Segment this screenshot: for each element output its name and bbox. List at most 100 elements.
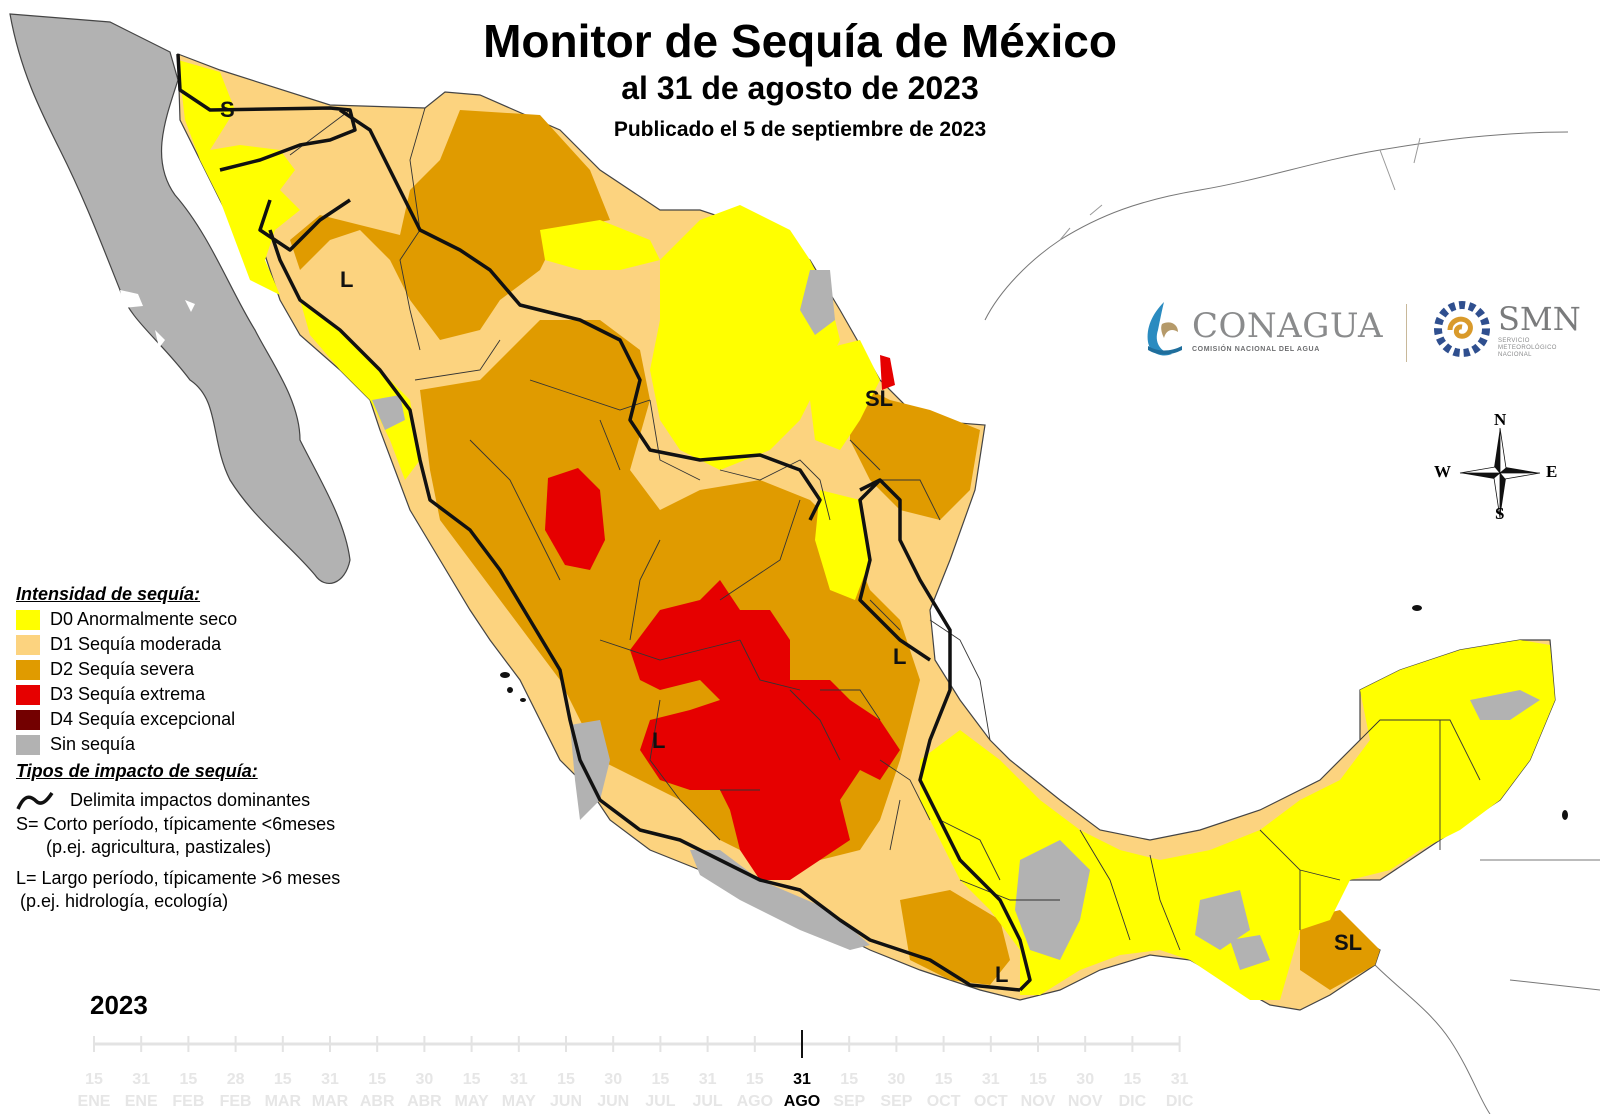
impact-line-label: Delimita impactos dominantes <box>70 790 311 810</box>
label-s-sonora: S <box>220 97 235 122</box>
smn-spiral-icon <box>1434 301 1490 357</box>
compass-s: S <box>1495 504 1505 523</box>
label-l-sonora: L <box>340 267 353 292</box>
timeline-day-label: 15 <box>274 1071 292 1088</box>
impact-line-legend: Delimita impactos dominantes <box>16 788 396 813</box>
timeline-month-label: ABR <box>360 1093 395 1110</box>
chiapas-d2 <box>1300 910 1380 990</box>
legend-item-d3: D3 Sequía extrema <box>16 682 396 707</box>
impact-line-icon <box>16 791 54 810</box>
label-sl-tamaulipas: SL <box>865 386 893 411</box>
timeline-month-label: DIC <box>1166 1093 1194 1110</box>
coahuila-d0 <box>650 205 840 470</box>
timeline-day-label: 15 <box>180 1071 198 1088</box>
map-date: al 31 de agosto de 2023 <box>621 70 979 106</box>
chihuahua-d0-strip <box>540 220 660 270</box>
timeline-month-label: AGO <box>737 1093 773 1110</box>
label-l-slp: L <box>893 644 906 669</box>
timeline-month-label: FEB <box>220 1093 252 1110</box>
timeline-month-label: NOV <box>1068 1093 1103 1110</box>
long-term-note: L= Largo período, típicamente >6 meses (… <box>16 867 396 913</box>
legend-item-d0: D0 Anormalmente seco <box>16 607 396 632</box>
timeline-month-label: ENE <box>78 1093 111 1110</box>
timeline-day-label: 30 <box>416 1071 434 1088</box>
timeline-day-label: 30 <box>604 1071 622 1088</box>
baja-california <box>9 13 351 584</box>
legend-item-none: Sin sequía <box>16 732 396 757</box>
yucatan-gray <box>1470 690 1540 720</box>
tamaulipas-d3 <box>880 355 895 390</box>
timeline-day-label: 15 <box>368 1071 386 1088</box>
timeline-month-label: MAY <box>455 1093 489 1110</box>
smn-name: SMN <box>1498 299 1581 338</box>
map-title: Monitor de Sequía de México <box>483 15 1117 67</box>
impact-labels: S L SL L L L SL <box>220 97 1362 987</box>
legend-label: D2 Sequía severa <box>50 659 195 679</box>
compass-w: W <box>1434 462 1451 481</box>
timeline-day-label: 15 <box>557 1071 575 1088</box>
timeline-year: 2023 <box>90 990 148 1020</box>
timeline-day-label: 15 <box>1029 1071 1047 1088</box>
timeline-month-label: AGO <box>784 1093 820 1110</box>
conagua-name: CONAGUA <box>1192 305 1384 346</box>
logos: CONAGUA COMISIÓN NACIONAL DEL AGUA SMN S… <box>1142 298 1582 370</box>
short-term-line2: (p.ej. agricultura, pastizales) <box>46 837 272 857</box>
timeline-day-label: 31 <box>510 1071 528 1088</box>
legend-label: Sin sequía <box>50 734 136 754</box>
short-term-line1: S= Corto período, típicamente <6meses <box>16 814 336 834</box>
timeline-day-label: 31 <box>982 1071 1000 1088</box>
timeline-day-label: 31 <box>132 1071 150 1088</box>
timeline-day-label: 15 <box>746 1071 764 1088</box>
legend-swatch <box>16 634 40 655</box>
islands <box>500 605 1568 820</box>
central-d3 <box>630 580 900 880</box>
nl-gray <box>800 270 835 335</box>
impact-lines <box>176 53 1032 992</box>
smn-logo: SMN SERVICIO METEOROLÓGICO NACIONAL <box>1432 298 1581 360</box>
timeline-month-label: OCT <box>974 1093 1008 1110</box>
conagua-subtitle: COMISIÓN NACIONAL DEL AGUA <box>1192 345 1320 353</box>
impacts-heading: Tipos de impacto de sequía: <box>16 761 258 781</box>
timeline-month-label: SEP <box>833 1093 865 1110</box>
timeline-month-label: ABR <box>407 1093 442 1110</box>
timeline-month-label: JUN <box>550 1093 582 1110</box>
baja-white-patches <box>120 290 195 348</box>
timeline-day-label: 15 <box>463 1071 481 1088</box>
legend-swatch <box>16 684 40 705</box>
smn-sub-2: METEOROLÓGICO <box>1498 344 1557 351</box>
north-arrow: N S E W <box>1434 410 1560 528</box>
north-d2 <box>290 110 610 340</box>
legend-label: D3 Sequía extrema <box>50 684 206 704</box>
legend-label: D4 Sequía excepcional <box>50 709 236 729</box>
timeline-month-label: MAR <box>265 1093 302 1110</box>
timeline-month-label: JUL <box>692 1093 722 1110</box>
guerrero-coast-gray <box>690 850 870 950</box>
legend-swatch <box>16 659 40 680</box>
state-borders <box>289 107 1481 951</box>
jalisco-coast-gray <box>570 720 610 820</box>
smn-sub-1: SERVICIO <box>1498 337 1530 344</box>
compass-rose-icon <box>1459 427 1541 519</box>
legend-swatch <box>16 609 40 630</box>
timeline: 15 ENE 31 ENE 15 FEB 28 FEB 15 MAR 31 MAR 15 ABR 30 ABR… <box>78 1030 1194 1110</box>
durango-d3 <box>545 468 605 570</box>
legend-item-d2: D2 Sequía severa <box>16 657 396 682</box>
compass-n: N <box>1494 410 1507 429</box>
timeline-day-label: 30 <box>888 1071 906 1088</box>
timeline-day-label: 15 <box>840 1071 858 1088</box>
logo-divider <box>1406 304 1407 362</box>
timeline-day-label: 28 <box>227 1071 245 1088</box>
publish-date: Publicado el 5 de septiembre de 2023 <box>613 118 987 141</box>
guatemala-border <box>1374 859 1600 1114</box>
timeline-day-label: 31 <box>699 1071 717 1088</box>
label-l-jalisco: L <box>652 728 665 753</box>
conagua-logo: CONAGUA COMISIÓN NACIONAL DEL AGUA <box>1142 298 1383 360</box>
sinaloa-coast-d0 <box>300 300 420 480</box>
timeline-month-label: DIC <box>1119 1093 1147 1110</box>
timeline-day-label: 15 <box>935 1071 953 1088</box>
smn-sub-3: NACIONAL <box>1498 351 1532 358</box>
legend-item-d4: D4 Sequía excepcional <box>16 707 396 732</box>
legend-label: D1 Sequía moderada <box>50 634 222 654</box>
timeline-day-label: 15 <box>85 1071 103 1088</box>
